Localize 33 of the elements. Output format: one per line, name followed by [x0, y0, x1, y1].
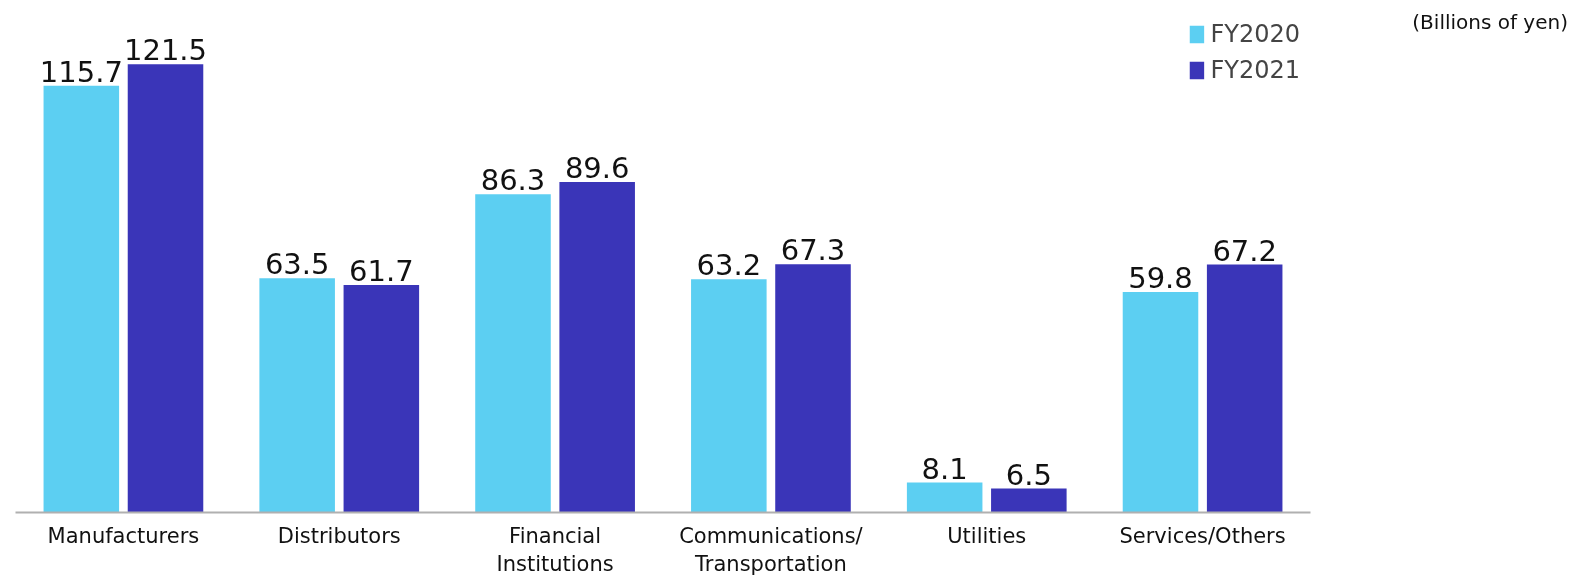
data-label: 67.3 [780, 233, 846, 268]
data-label: 63.5 [264, 247, 330, 282]
bar [991, 488, 1067, 513]
legend-label: FY2020 [1210, 20, 1300, 48]
bar [1206, 264, 1283, 513]
x-tick-label: Manufacturers [47, 523, 200, 548]
bar [43, 85, 120, 513]
data-label: 6.5 [1005, 457, 1052, 492]
bar [906, 482, 983, 513]
data-label: 86.3 [480, 163, 546, 198]
x-tick-label: Communications/Transportation [679, 523, 864, 577]
legend-label: FY2021 [1210, 56, 1300, 84]
x-tick-label: Financial Institutions [496, 523, 614, 577]
bar [127, 64, 204, 513]
x-tick-label: Distributors [277, 523, 401, 548]
x-tick-label: Services/Others [1119, 523, 1286, 548]
data-label: 115.7 [39, 54, 123, 89]
data-label: 8.1 [921, 451, 968, 486]
bar [343, 284, 420, 513]
text: (Billions of yen) [1412, 9, 1568, 36]
data-label: 63.2 [696, 248, 762, 283]
bar [1122, 291, 1199, 513]
bar [559, 181, 635, 513]
bar [775, 264, 851, 513]
data-label: 61.7 [349, 253, 414, 288]
data-label: 67.2 [1212, 233, 1277, 268]
data-label: 121.5 [123, 33, 208, 68]
bar [691, 279, 767, 513]
bar [259, 278, 335, 513]
data-label: 59.8 [1128, 260, 1193, 295]
x-tick-label: Utilities [947, 523, 1027, 548]
data-label: 89.6 [564, 150, 630, 185]
bar [475, 194, 551, 513]
